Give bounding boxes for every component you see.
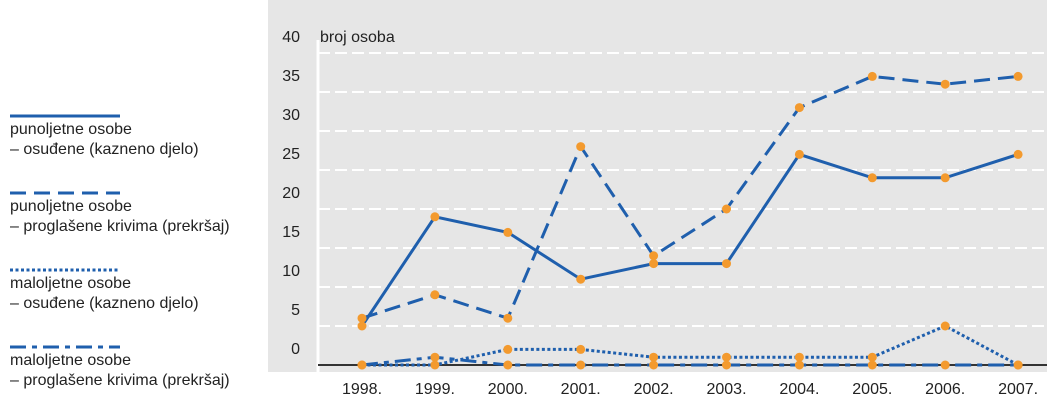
legend-label: maloljetne osobe – osuđene (kazneno djel… bbox=[10, 275, 199, 312]
data-point bbox=[430, 290, 440, 300]
data-point bbox=[357, 360, 367, 370]
data-point bbox=[794, 360, 804, 370]
plot-background bbox=[268, 0, 1047, 372]
data-point bbox=[503, 313, 513, 323]
data-point bbox=[722, 360, 731, 370]
series-line bbox=[360, 152, 1019, 327]
y-tick-label: 15 bbox=[282, 224, 300, 241]
data-point bbox=[1013, 149, 1023, 159]
data-point bbox=[357, 313, 367, 323]
y-tick-label: 5 bbox=[291, 302, 300, 319]
x-tick-label: 2007. bbox=[998, 381, 1038, 398]
x-tick-label: 2005. bbox=[852, 381, 892, 398]
y-tick-label: 30 bbox=[282, 107, 300, 124]
data-point bbox=[503, 227, 513, 237]
x-tick-label: 2001. bbox=[561, 381, 601, 398]
data-point bbox=[576, 360, 586, 370]
data-point bbox=[649, 251, 659, 261]
series-line bbox=[361, 355, 1019, 367]
data-point bbox=[649, 360, 659, 370]
data-point bbox=[357, 321, 367, 331]
y-tick-label: 25 bbox=[282, 146, 300, 163]
x-tick-label: 2004. bbox=[779, 381, 819, 398]
series-line bbox=[361, 74, 1019, 321]
data-point bbox=[794, 352, 804, 362]
data-point bbox=[794, 103, 804, 113]
y-tick-label: 20 bbox=[282, 185, 300, 202]
x-tick-label: 1999. bbox=[415, 381, 455, 398]
x-tick-label: 2000. bbox=[488, 381, 528, 398]
data-point bbox=[430, 212, 440, 222]
data-point bbox=[1013, 360, 1023, 370]
data-point bbox=[576, 344, 586, 354]
data-point bbox=[867, 173, 877, 183]
data-point bbox=[430, 352, 440, 362]
data-point bbox=[794, 149, 804, 159]
x-tick-label: 2003. bbox=[706, 381, 746, 398]
y-tick-label: 35 bbox=[282, 68, 300, 85]
data-point bbox=[503, 344, 513, 354]
y-axis-label: broj osoba bbox=[320, 29, 395, 46]
data-point bbox=[867, 360, 877, 370]
data-point bbox=[722, 352, 731, 362]
x-tick-label: 1998. bbox=[342, 381, 382, 398]
series-line bbox=[362, 324, 1019, 367]
data-point bbox=[940, 173, 950, 183]
data-point bbox=[867, 352, 877, 362]
data-point bbox=[940, 79, 950, 89]
legend-label: punoljetne osobe – osuđene (kazneno djel… bbox=[10, 121, 199, 158]
data-point bbox=[576, 142, 586, 152]
y-tick-label: 40 bbox=[282, 29, 300, 46]
data-point bbox=[649, 259, 659, 269]
data-point bbox=[940, 321, 950, 331]
data-point bbox=[430, 360, 440, 370]
data-point bbox=[722, 204, 731, 214]
data-point bbox=[940, 360, 950, 370]
data-point bbox=[1013, 71, 1023, 81]
legend-label: punoljetne osobe – proglašene krivima (p… bbox=[10, 198, 230, 235]
legend-label: maloljetne osobe – proglašene krivima (p… bbox=[10, 352, 230, 389]
data-point bbox=[649, 352, 659, 362]
x-tick-label: 2006. bbox=[925, 381, 965, 398]
data-point bbox=[503, 360, 513, 370]
y-tick-label: 10 bbox=[282, 263, 300, 280]
data-point bbox=[576, 274, 586, 284]
data-point bbox=[722, 259, 731, 269]
data-point bbox=[867, 71, 877, 81]
x-tick-label: 2002. bbox=[634, 381, 674, 398]
y-tick-label: 0 bbox=[291, 341, 300, 358]
